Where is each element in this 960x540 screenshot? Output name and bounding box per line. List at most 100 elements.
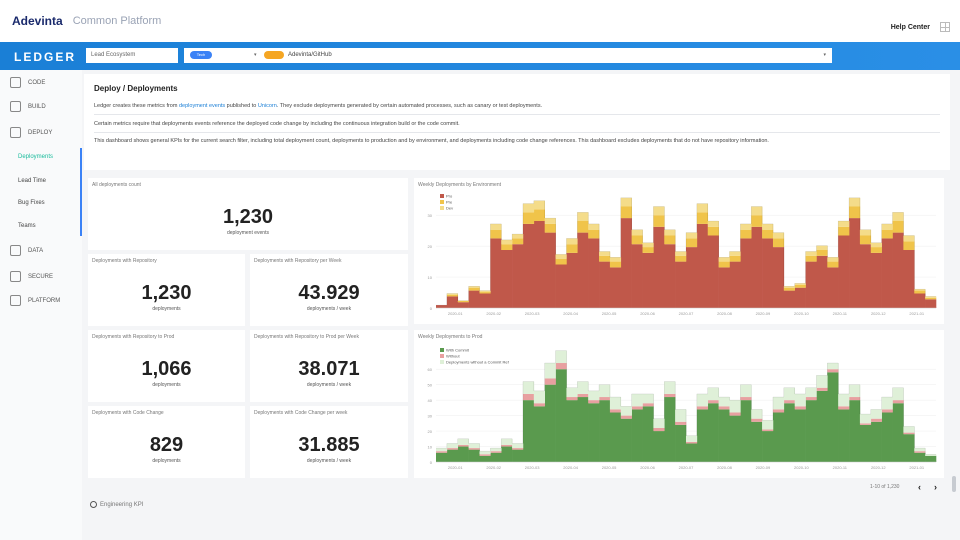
area-segment-pre[interactable]: [903, 241, 915, 250]
area-segment-pro[interactable]: [468, 290, 480, 308]
area-segment-pre[interactable]: [805, 255, 817, 262]
sidebar-item-data[interactable]: DATA: [0, 240, 82, 262]
area-segment-with-commit[interactable]: [544, 384, 556, 462]
area-segment-without[interactable]: [870, 418, 882, 422]
area-segment-pro[interactable]: [838, 235, 850, 309]
area-segment-with-commit[interactable]: [805, 400, 817, 462]
area-segment-with-commit[interactable]: [479, 455, 491, 462]
area-segment-deployments-without-a-commit-ref[interactable]: [772, 397, 785, 410]
area-segment-without[interactable]: [914, 451, 926, 453]
area-segment-with-commit[interactable]: [838, 409, 850, 462]
area-segment-without[interactable]: [544, 378, 556, 385]
area-segment-pro[interactable]: [577, 232, 589, 308]
area-segment-deployments-without-a-commit-ref[interactable]: [794, 393, 806, 407]
area-segment-with-commit[interactable]: [457, 446, 469, 462]
legend-label[interactable]: Deployments without a Commit Ref: [446, 360, 510, 365]
area-segment-with-commit[interactable]: [501, 446, 513, 462]
area-segment-dev[interactable]: [620, 197, 632, 207]
area-segment-without[interactable]: [859, 423, 872, 425]
area-segment-pro[interactable]: [664, 244, 676, 308]
area-segment-with-commit[interactable]: [859, 424, 872, 462]
area-segment-with-commit[interactable]: [718, 409, 730, 462]
area-segment-with-commit[interactable]: [870, 421, 882, 462]
area-segment-dev[interactable]: [762, 223, 774, 230]
legend-label[interactable]: Pre: [446, 200, 453, 205]
area-segment-deployments-without-a-commit-ref[interactable]: [718, 397, 730, 407]
area-segment-without[interactable]: [479, 454, 491, 456]
area-segment-pre[interactable]: [457, 300, 469, 303]
area-segment-deployments-without-a-commit-ref[interactable]: [642, 393, 654, 404]
area-segment-with-commit[interactable]: [772, 412, 785, 462]
area-segment-without[interactable]: [772, 409, 785, 413]
area-segment-dev[interactable]: [707, 221, 719, 227]
sidebar-subitem-deployments[interactable]: Deployments: [18, 154, 54, 160]
area-segment-pre[interactable]: [740, 229, 752, 239]
legend-label[interactable]: Without: [446, 354, 460, 359]
area-segment-without[interactable]: [783, 400, 795, 404]
area-segment-without[interactable]: [849, 397, 861, 401]
area-segment-deployments-without-a-commit-ref[interactable]: [533, 390, 545, 404]
area-segment-pre[interactable]: [925, 297, 937, 300]
area-segment-without[interactable]: [740, 397, 752, 401]
area-segment-dev[interactable]: [870, 242, 882, 248]
area-segment-pro[interactable]: [490, 238, 502, 308]
area-segment-pro[interactable]: [566, 252, 578, 308]
area-segment-without[interactable]: [468, 448, 480, 450]
area-segment-deployments-without-a-commit-ref[interactable]: [544, 363, 556, 379]
area-segment-pre[interactable]: [468, 287, 480, 291]
area-segment-dev[interactable]: [827, 257, 839, 262]
area-segment-with-commit[interactable]: [849, 400, 861, 462]
area-segment-pre[interactable]: [566, 244, 578, 253]
area-segment-pro[interactable]: [892, 232, 904, 308]
area-segment-pro[interactable]: [783, 290, 795, 308]
area-segment-pre[interactable]: [729, 255, 741, 262]
area-segment-dev[interactable]: [718, 257, 730, 262]
area-segment-pre[interactable]: [664, 235, 676, 245]
area-segment-without[interactable]: [642, 403, 654, 407]
area-segment-deployments-without-a-commit-ref[interactable]: [468, 443, 480, 449]
area-segment-with-commit[interactable]: [740, 400, 752, 462]
deployment-events-link[interactable]: deployment events: [178, 103, 226, 109]
area-segment-pre[interactable]: [577, 221, 589, 233]
area-segment-pro[interactable]: [479, 293, 491, 309]
area-segment-dev[interactable]: [468, 286, 480, 288]
area-segment-with-commit[interactable]: [816, 390, 828, 462]
area-segment-without[interactable]: [490, 451, 502, 453]
area-segment-pro[interactable]: [827, 267, 839, 308]
area-segment-deployments-without-a-commit-ref[interactable]: [827, 363, 839, 370]
area-segment-deployments-without-a-commit-ref[interactable]: [892, 387, 904, 401]
area-segment-pre[interactable]: [599, 255, 611, 262]
area-segment-pre[interactable]: [816, 250, 828, 256]
area-segment-dev[interactable]: [881, 223, 893, 230]
area-segment-dev[interactable]: [892, 212, 904, 221]
area-segment-without[interactable]: [707, 400, 719, 404]
area-segment-pre[interactable]: [544, 223, 556, 233]
area-segment-deployments-without-a-commit-ref[interactable]: [740, 384, 752, 398]
area-segment-pro[interactable]: [870, 252, 882, 308]
area-segment-pro[interactable]: [609, 267, 622, 308]
area-segment-without[interactable]: [436, 451, 448, 453]
area-segment-pre[interactable]: [446, 294, 459, 297]
area-segment-pro[interactable]: [501, 250, 513, 308]
area-segment-with-commit[interactable]: [490, 452, 502, 462]
area-segment-pre[interactable]: [642, 247, 654, 253]
area-segment-with-commit[interactable]: [751, 421, 763, 462]
area-segment-without[interactable]: [522, 393, 535, 401]
area-segment-dev[interactable]: [588, 223, 600, 230]
area-segment-deployments-without-a-commit-ref[interactable]: [522, 381, 535, 394]
help-center-link[interactable]: Help Center: [890, 24, 930, 31]
area-segment-pre[interactable]: [588, 229, 600, 239]
area-segment-dev[interactable]: [544, 218, 556, 224]
area-segment-without[interactable]: [762, 429, 774, 432]
area-segment-dev[interactable]: [599, 251, 611, 256]
sidebar-subitem-teams[interactable]: Teams: [18, 223, 36, 229]
area-segment-dev[interactable]: [686, 232, 698, 239]
area-segment-without[interactable]: [892, 400, 904, 404]
area-segment-deployments-without-a-commit-ref[interactable]: [914, 448, 926, 452]
next-page-icon[interactable]: ›: [934, 482, 937, 492]
sidebar-item-secure[interactable]: SECURE: [0, 266, 82, 288]
area-segment-without[interactable]: [827, 369, 839, 373]
sidebar-subitem-lead-time[interactable]: Lead Time: [18, 178, 47, 184]
area-segment-deployments-without-a-commit-ref[interactable]: [588, 390, 600, 401]
area-segment-deployments-without-a-commit-ref[interactable]: [751, 409, 763, 419]
